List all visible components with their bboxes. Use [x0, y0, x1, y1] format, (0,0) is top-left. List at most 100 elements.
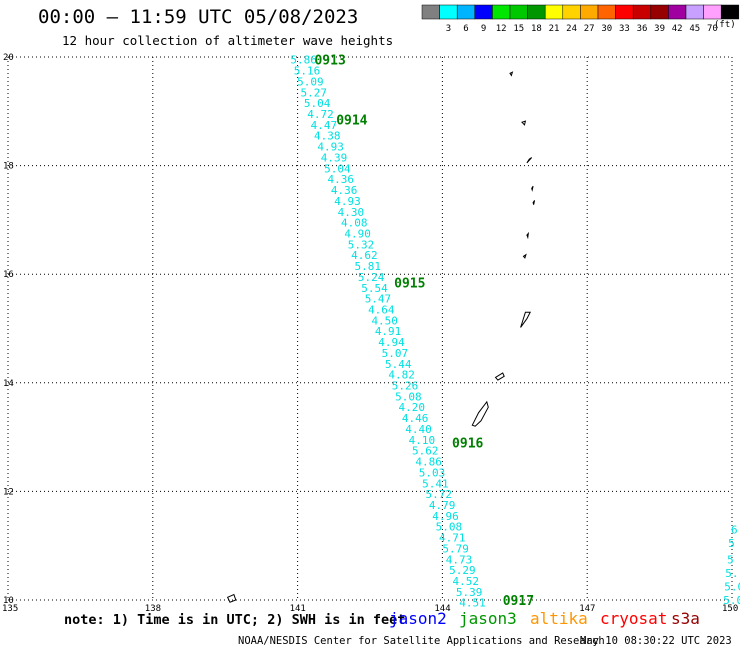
axis-tick-labels: 135 138 141 144 147 150 10 12 14 16 18 20	[2, 53, 738, 614]
time-label: 0916	[452, 437, 483, 452]
colorbar-tick-label: 33	[619, 24, 630, 34]
wave-height-value: 4.50	[371, 314, 398, 327]
wave-height-value: 4.93	[317, 141, 344, 154]
colorbar-swatch	[580, 4, 599, 20]
wave-height-value: 5.81	[355, 260, 382, 273]
wave-height-value: 5.44	[385, 358, 412, 371]
wave-height-value: 5.47	[365, 293, 392, 306]
wave-height-value-edge: 5.0	[723, 594, 740, 607]
time-label: 0917	[503, 594, 534, 609]
colorbar-swatch	[615, 4, 634, 20]
colorbar-swatch	[509, 4, 528, 20]
island-outline	[509, 71, 514, 77]
wave-height-value: 4.36	[328, 173, 355, 186]
colorbar-swatch	[650, 4, 669, 20]
x-tick-label: 144	[434, 604, 450, 614]
colorbar-tick-label: 6	[463, 24, 468, 34]
wave-height-value: 4.82	[388, 369, 415, 382]
colorbar-tick-label: 30	[601, 24, 612, 34]
colorbar-swatch	[421, 4, 440, 20]
x-tick-label: 141	[290, 604, 306, 614]
legend-jason2: jason2	[389, 609, 447, 628]
wave-height-value: 5.04	[324, 162, 351, 175]
x-tick-label: 150	[722, 604, 738, 614]
y-tick-label: 12	[3, 487, 14, 497]
wave-height-value-edge: 5	[727, 553, 734, 566]
island-outline	[494, 372, 505, 381]
y-tick-label: 16	[3, 270, 14, 280]
wave-height-value: 5.09	[297, 75, 324, 88]
legend-s3a: s3a	[671, 609, 700, 628]
colorbar: 3 6 9 12 15 18 21 24 27 30 33 36 39 42 45 70	[421, 4, 740, 34]
island-outline	[532, 200, 536, 205]
island-outline	[526, 231, 530, 240]
wave-height-value: 4.64	[368, 303, 395, 316]
wave-height-value: 4.62	[351, 249, 378, 262]
wave-height-value: 4.20	[398, 401, 425, 414]
colorbar-swatch	[632, 4, 652, 20]
colorbar-swatch	[474, 4, 493, 20]
wave-height-value: 4.93	[334, 195, 361, 208]
colorbar-tick-label: 18	[531, 24, 542, 34]
x-tick-label: 138	[145, 604, 161, 614]
footer-credit: NOAA/NESDIS Center for Satellite Applica…	[238, 635, 605, 647]
colorbar-swatch	[456, 4, 476, 20]
time-label: 0914	[336, 113, 367, 128]
wave-height-value: 4.36	[331, 184, 358, 197]
island-outline	[226, 593, 237, 603]
island-outline	[531, 185, 534, 192]
wave-height-value: 4.94	[378, 336, 405, 349]
time-label: 0913	[314, 54, 345, 69]
wave-height-value: 5.03	[419, 466, 446, 479]
wave-height-value: 5.16	[294, 65, 321, 78]
wave-height-value: 4.47	[311, 119, 338, 132]
footer-note: note: 1) Time is in UTC; 2) SWH is in fe…	[64, 612, 406, 628]
y-tick-label: 14	[3, 379, 14, 389]
grid-lines	[7, 56, 733, 601]
island-outline	[520, 311, 532, 328]
colorbar-tick-label: 42	[672, 24, 683, 34]
colorbar-swatch	[562, 4, 581, 20]
wave-height-value: 4.08	[341, 217, 368, 230]
colorbar-swatch	[685, 4, 704, 20]
wave-height-value: 4.39	[321, 151, 348, 164]
wave-height-value: 5.72	[426, 488, 453, 501]
wave-height-value-edge: 6	[731, 523, 738, 536]
chart-subtitle: 12 hour collection of altimeter wave hei…	[62, 33, 394, 48]
wave-height-value: 4.38	[314, 130, 341, 143]
colorbar-swatch	[492, 4, 511, 20]
island-outline	[526, 157, 533, 164]
wave-height-value: 5.29	[449, 564, 476, 577]
colorbar-tick-label: 45	[689, 24, 700, 34]
wave-height-value: 4.73	[446, 553, 473, 566]
wave-height-value: 4.96	[432, 510, 459, 523]
wave-height-value: 5.07	[382, 347, 409, 360]
colorbar-tick-label: 9	[481, 24, 486, 34]
y-tick-label: 18	[3, 162, 14, 172]
wave-height-value: 4.71	[439, 532, 466, 545]
colorbar-swatch	[527, 4, 546, 20]
wave-height-value-edge: 5	[728, 537, 735, 550]
island-outline	[522, 253, 527, 259]
island-outlines	[226, 71, 536, 603]
island-outline	[521, 120, 527, 126]
wave-height-value: 5.08	[395, 390, 422, 403]
y-tick-label: 20	[3, 53, 14, 63]
wave-height-value: 4.46	[402, 412, 429, 425]
altimeter-track: 5.865.165.095.275.044.724.474.384.934.39…	[290, 54, 740, 610]
wave-height-value: 4.40	[405, 423, 432, 436]
wave-height-value-edge: 5.	[725, 567, 738, 580]
time-label: 0915	[394, 276, 425, 291]
chart-title: 00:00 – 11:59 UTC 05/08/2023	[38, 6, 359, 28]
colorbar-swatch	[668, 4, 687, 20]
wave-height-value: 4.86	[415, 456, 442, 469]
wave-height-value: 4.30	[338, 206, 365, 219]
colorbar-swatch	[720, 4, 740, 20]
colorbar-tick-label: 70	[707, 24, 718, 34]
colorbar-tick-label: 24	[566, 24, 577, 34]
legend-altika: altika	[530, 609, 588, 628]
wave-height-value: 4.90	[344, 227, 371, 240]
colorbar-tick-label: 39	[654, 24, 665, 34]
wave-height-value: 5.86	[290, 54, 317, 67]
